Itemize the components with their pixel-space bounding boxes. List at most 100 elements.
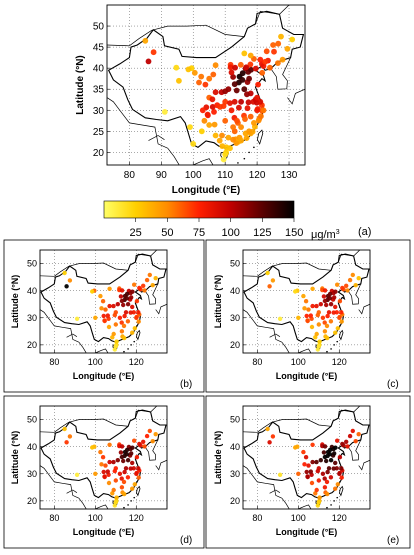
station-point [242, 116, 248, 122]
station-point [153, 432, 158, 437]
station-point [64, 284, 69, 289]
station-point [340, 441, 345, 447]
station-point [296, 315, 301, 320]
station-point [62, 426, 67, 432]
border-line [144, 283, 159, 305]
taiwan-outline [339, 485, 344, 497]
station-point [328, 319, 334, 324]
station-point [137, 285, 142, 291]
station-point [270, 42, 276, 48]
map-body [243, 406, 370, 509]
station-point [105, 313, 111, 318]
station-point [345, 444, 350, 449]
sea-dash [127, 504, 129, 506]
station-point [142, 288, 147, 293]
station-point [118, 294, 124, 299]
station-point [238, 124, 245, 130]
border-line [298, 504, 312, 509]
colorbar-tick-label: 100 [221, 227, 239, 239]
sea-dash [336, 340, 339, 343]
x-tick-label: 130 [281, 170, 298, 181]
colorbar-gradient [103, 200, 295, 219]
station-point [119, 476, 124, 481]
station-point [328, 302, 334, 307]
border-line [358, 459, 370, 471]
station-point [209, 96, 216, 103]
station-point [322, 444, 328, 449]
station-point [322, 476, 327, 481]
border-line [107, 24, 245, 47]
station-point [313, 335, 318, 340]
sea-dash [133, 340, 136, 343]
x-tick-label: 120 [332, 513, 347, 523]
station-point [258, 113, 264, 120]
station-point [333, 304, 338, 310]
station-point [353, 439, 358, 444]
y-axis-title: Latitude (°N) [75, 55, 86, 115]
panel-d-frame [3, 395, 205, 549]
x-tick-label: 110 [217, 170, 233, 181]
station-point [301, 293, 306, 299]
station-point [339, 319, 344, 324]
station-point [113, 500, 119, 505]
station-point [347, 433, 353, 439]
border-line [270, 57, 291, 90]
station-point [328, 458, 334, 463]
station-point [238, 137, 245, 144]
panel-e-frame [205, 395, 411, 549]
station-point [107, 286, 112, 291]
station-point [293, 289, 298, 294]
station-point [227, 145, 233, 152]
station-point [128, 466, 133, 471]
y-tick-label: 40 [230, 442, 240, 452]
station-point [136, 475, 141, 480]
colorbar-tick-label: 25 [130, 227, 142, 239]
station-point [335, 282, 340, 287]
sea-dash [123, 506, 125, 509]
station-point [141, 283, 146, 288]
y-tick-label: 50 [93, 22, 105, 33]
station-point [113, 478, 119, 483]
x-axis-title: Longitude (°E) [73, 527, 135, 537]
station-point [144, 277, 150, 283]
station-point [247, 61, 254, 68]
station-point [130, 460, 135, 466]
station-point [123, 310, 129, 315]
station-point [201, 117, 208, 124]
station-point [246, 128, 253, 135]
station-point [333, 460, 338, 466]
station-point [309, 480, 315, 486]
station-point [322, 288, 328, 293]
country-outline [40, 253, 167, 343]
station-point [239, 77, 246, 83]
station-point [117, 471, 123, 476]
panel-label: (c) [387, 379, 399, 390]
station-point [67, 434, 73, 439]
border-line [281, 497, 290, 509]
station-point [333, 289, 338, 294]
y-tick-label: 40 [27, 286, 37, 296]
y-tick-label: 30 [27, 469, 37, 479]
country-outline [40, 409, 167, 499]
station-point [255, 81, 261, 88]
border-line [243, 418, 332, 433]
station-point [128, 310, 133, 315]
x-tick-label: 100 [291, 513, 306, 523]
y-tick-label: 40 [27, 442, 37, 452]
sea-dash [243, 157, 246, 160]
station-point [118, 450, 124, 455]
station-point [187, 124, 193, 130]
station-point [243, 64, 250, 71]
border-line [66, 333, 78, 338]
sea-dash [326, 350, 328, 353]
y-tick-label: 50 [230, 259, 240, 269]
station-point [106, 324, 112, 330]
station-point [304, 313, 309, 319]
station-point [326, 466, 332, 471]
station-point [243, 135, 250, 142]
station-point [310, 286, 315, 291]
station-point [125, 319, 131, 324]
plot-frame [39, 405, 168, 510]
station-point [327, 291, 333, 297]
